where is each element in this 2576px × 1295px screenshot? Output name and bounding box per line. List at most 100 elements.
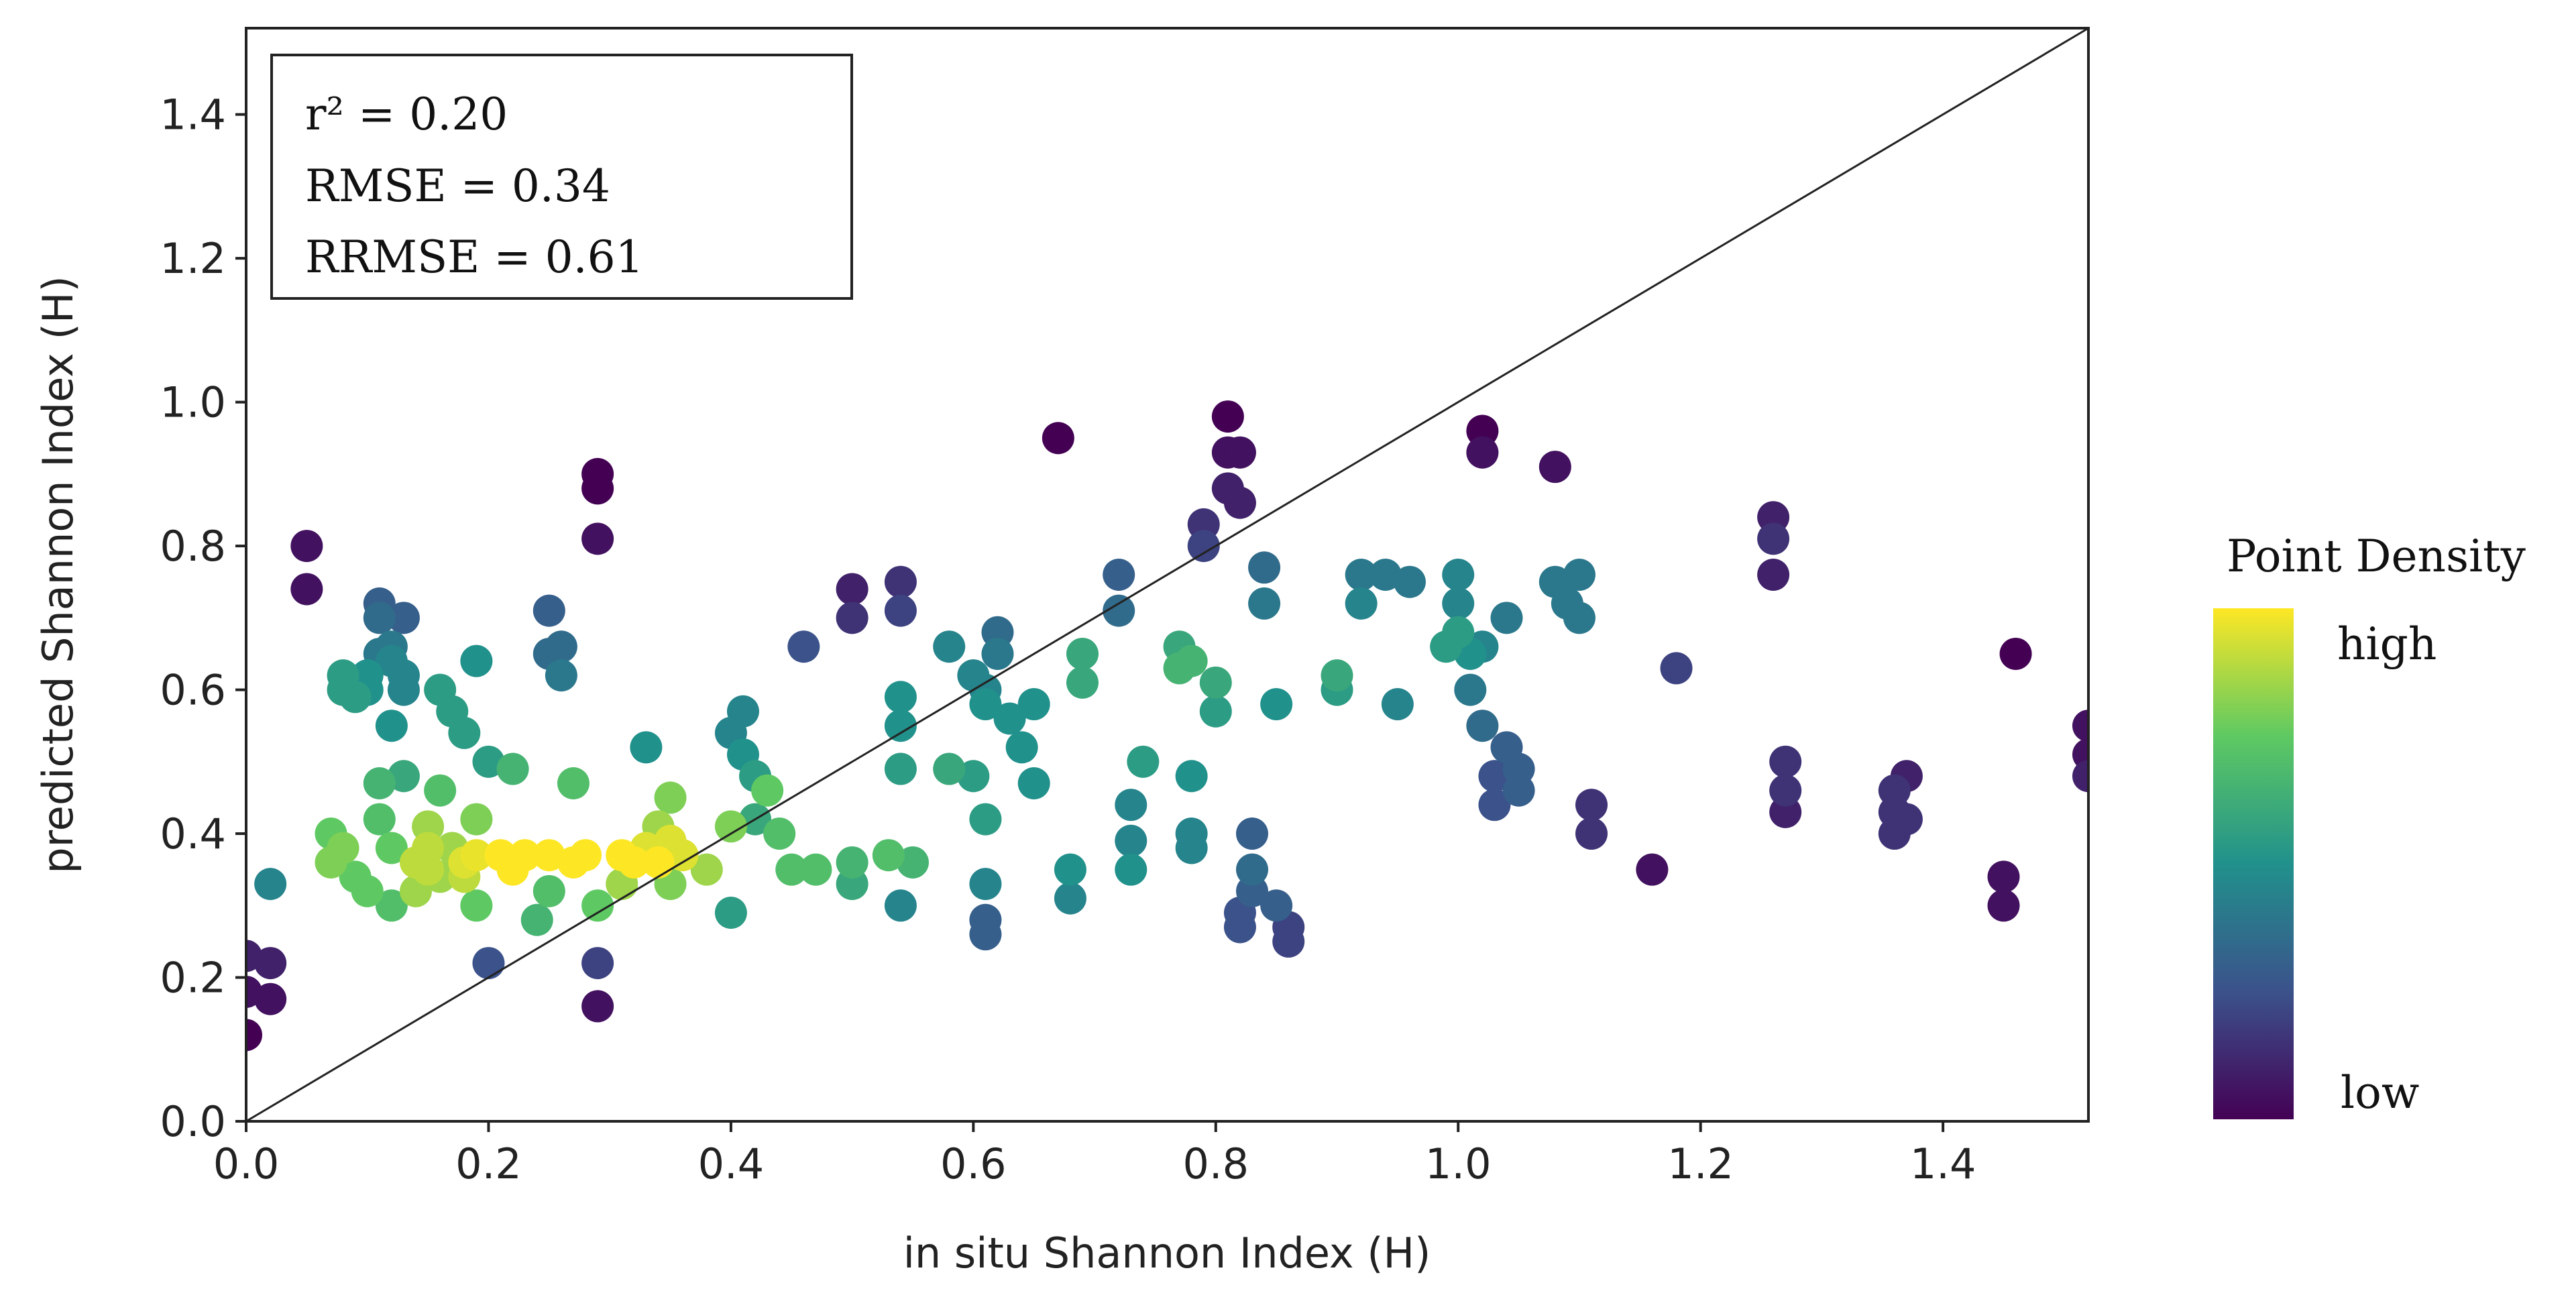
- x-axis-label: in situ Shannon Index (H): [903, 1229, 1431, 1278]
- data-point: [933, 752, 966, 785]
- data-point: [1538, 451, 1571, 484]
- data-point: [533, 594, 565, 627]
- data-point: [581, 947, 614, 980]
- stat-rrmse: RRMSE = 0.61: [305, 231, 644, 283]
- data-points: [246, 400, 2088, 1052]
- data-point: [1115, 789, 1147, 822]
- data-point: [363, 602, 396, 634]
- data-point: [690, 853, 723, 886]
- data-point: [545, 659, 577, 692]
- data-point: [1054, 853, 1086, 886]
- data-point: [1575, 789, 1608, 822]
- data-point: [387, 659, 420, 692]
- data-point: [872, 839, 905, 872]
- data-point: [1042, 422, 1074, 455]
- data-point: [375, 710, 408, 742]
- x-tick-label: 0.6: [940, 1139, 1007, 1188]
- data-point: [1345, 587, 1378, 620]
- data-point: [1345, 559, 1378, 591]
- y-tick-label: 1.4: [160, 91, 226, 139]
- data-point: [836, 602, 869, 634]
- colorbar-title: Point Density: [2227, 530, 2526, 582]
- data-point: [581, 522, 614, 555]
- x-tick-label: 0.4: [698, 1139, 765, 1188]
- data-point: [969, 688, 1002, 721]
- data-point: [884, 889, 917, 922]
- data-point: [1454, 673, 1487, 706]
- plot-frame: [245, 27, 2090, 1123]
- data-point: [254, 868, 287, 901]
- data-point: [581, 472, 614, 505]
- x-tick-label: 1.0: [1425, 1139, 1492, 1188]
- data-point: [246, 1019, 262, 1052]
- data-point: [1248, 551, 1281, 584]
- data-point: [1211, 400, 1244, 433]
- data-point: [327, 832, 359, 864]
- stat-r2: r² = 0.20: [305, 89, 508, 140]
- data-point: [2072, 710, 2088, 742]
- data-point: [1175, 818, 1208, 850]
- data-point: [654, 781, 687, 814]
- data-point: [618, 846, 651, 879]
- data-point: [1066, 637, 1099, 670]
- y-axis: 0.0 0.2 0.4 0.6 0.8 1.0 1.2 1.4: [160, 91, 246, 1146]
- data-point: [581, 990, 614, 1023]
- data-point: [1223, 911, 1256, 944]
- data-point: [1223, 486, 1256, 519]
- data-point: [1248, 587, 1281, 620]
- data-point: [884, 710, 917, 742]
- colorbar: Point Density high low: [2213, 530, 2526, 1119]
- data-point: [726, 695, 759, 728]
- data-point: [1115, 824, 1147, 857]
- data-point: [448, 716, 481, 749]
- data-point: [775, 853, 808, 886]
- data-point: [884, 681, 917, 714]
- data-point: [1127, 745, 1160, 778]
- data-point: [520, 903, 553, 936]
- data-point: [290, 530, 323, 563]
- y-axis-label: predicted Shannon Index (H): [34, 276, 82, 873]
- data-point: [799, 853, 832, 886]
- data-point: [351, 875, 384, 907]
- one-to-one-line: [245, 27, 2089, 1123]
- data-point: [1769, 745, 1802, 778]
- data-point: [460, 889, 493, 922]
- data-point: [2072, 760, 2088, 793]
- data-point: [472, 947, 505, 980]
- x-tick-label: 0.8: [1182, 1139, 1249, 1188]
- data-point: [787, 630, 820, 663]
- data-point: [1442, 559, 1475, 591]
- y-tick-label: 0.0: [160, 1097, 226, 1146]
- y-tick-label: 1.0: [160, 378, 226, 427]
- data-point: [1442, 587, 1475, 620]
- data-point: [1757, 522, 1790, 555]
- data-point: [1005, 731, 1038, 764]
- data-point: [884, 565, 917, 598]
- data-point: [763, 818, 796, 850]
- data-point: [1478, 760, 1511, 793]
- data-point: [1175, 644, 1208, 677]
- data-point: [1987, 889, 2020, 922]
- x-tick-label: 0.2: [455, 1139, 522, 1188]
- data-point: [460, 644, 493, 677]
- data-point: [993, 702, 1026, 735]
- data-point: [1999, 637, 2032, 670]
- data-point: [1321, 659, 1353, 692]
- data-point: [1502, 752, 1535, 785]
- stat-rmse: RMSE = 0.34: [305, 160, 610, 212]
- data-point: [254, 947, 287, 980]
- stats-box: r² = 0.20 RMSE = 0.34 RRMSE = 0.61: [270, 54, 853, 300]
- colorbar-high-label: high: [2337, 618, 2437, 670]
- data-point: [1054, 882, 1086, 915]
- data-point: [508, 839, 541, 872]
- data-point: [1017, 767, 1050, 799]
- data-point: [1260, 889, 1293, 922]
- data-point: [1636, 853, 1669, 886]
- y-tick-label: 0.6: [160, 666, 226, 715]
- data-point: [1478, 789, 1511, 822]
- data-point: [1466, 710, 1499, 742]
- data-point: [1563, 559, 1595, 591]
- data-point: [387, 602, 420, 634]
- data-point: [1017, 688, 1050, 721]
